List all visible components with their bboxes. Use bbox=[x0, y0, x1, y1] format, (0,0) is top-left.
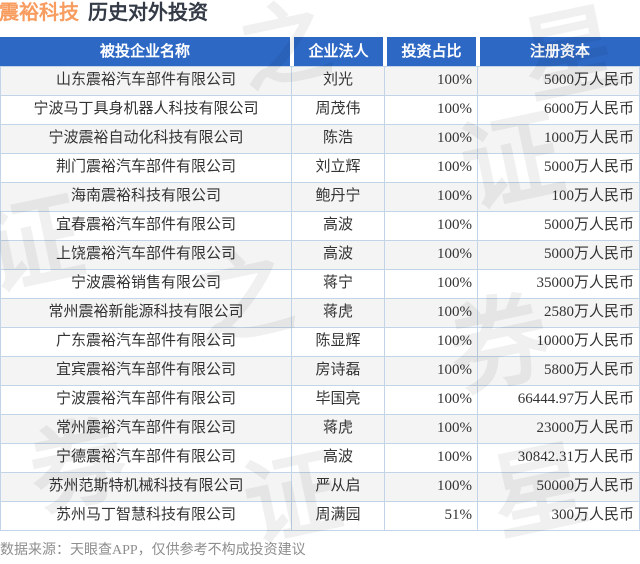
table-row: 宜宾震裕汽车部件有限公司 房诗磊 100% 5800万人民币 bbox=[1, 356, 639, 385]
ratio-cell: 100% bbox=[385, 357, 478, 385]
legal-person-cell: 蒋宁 bbox=[292, 270, 385, 298]
legal-person-cell: 周茂伟 bbox=[292, 96, 385, 124]
header-cell-company: 被投企业名称 bbox=[0, 37, 292, 66]
company-name-label: 震裕科技 bbox=[0, 2, 79, 24]
legal-person-cell: 蒋虎 bbox=[292, 299, 385, 327]
legal-person-cell: 蒋虎 bbox=[292, 415, 385, 443]
legal-person-cell: 刘光 bbox=[292, 67, 385, 95]
table-row: 宜春震裕汽车部件有限公司 高波 100% 5000万人民币 bbox=[1, 211, 639, 240]
company-name-cell: 苏州范斯特机械科技有限公司 bbox=[1, 473, 292, 501]
capital-cell: 2580万人民币 bbox=[543, 304, 634, 320]
company-name-cell: 宜宾震裕汽车部件有限公司 bbox=[1, 357, 292, 385]
legal-person-cell: 高波 bbox=[292, 444, 385, 472]
ratio-cell: 100% bbox=[385, 299, 478, 327]
legal-person-cell: 鲍丹宁 bbox=[292, 183, 385, 211]
legal-person-cell: 高波 bbox=[292, 241, 385, 269]
ratio-cell: 100% bbox=[385, 415, 478, 443]
company-name-cell: 山东震裕汽车部件有限公司 bbox=[1, 67, 292, 95]
legal-person-cell: 陈浩 bbox=[292, 125, 385, 153]
section-title-label: 历史对外投资 bbox=[88, 2, 208, 24]
ratio-cell: 51% bbox=[385, 502, 478, 530]
header-cell-legal-person: 企业法人 bbox=[292, 37, 385, 66]
capital-cell: 30842.31万人民币 bbox=[517, 449, 634, 465]
table-row: 宁波震裕自动化科技有限公司 陈浩 100% 1000万人民币 bbox=[1, 124, 639, 153]
company-name-cell: 宁波震裕自动化科技有限公司 bbox=[1, 125, 292, 153]
company-name-cell: 宜春震裕汽车部件有限公司 bbox=[1, 212, 292, 240]
table-body: 山东震裕汽车部件有限公司 刘光 100% 5000万人民币 宁波马丁具身机器人科… bbox=[0, 66, 640, 531]
capital-cell: 6000万人民币 bbox=[543, 101, 634, 117]
ratio-cell: 100% bbox=[385, 125, 478, 153]
ratio-cell: 100% bbox=[385, 386, 478, 414]
table-row: 荆门震裕汽车部件有限公司 刘立辉 100% 5000万人民币 bbox=[1, 153, 639, 182]
capital-cell: 5000万人民币 bbox=[543, 159, 634, 175]
company-name-cell: 海南震裕科技有限公司 bbox=[1, 183, 292, 211]
company-name-cell: 宁德震裕汽车部件有限公司 bbox=[1, 444, 292, 472]
header-cell-capital: 注册资本 bbox=[478, 37, 640, 66]
capital-cell: 1000万人民币 bbox=[543, 130, 634, 146]
table-row: 常州震裕新能源科技有限公司 蒋虎 100% 2580万人民币 bbox=[1, 298, 639, 327]
capital-cell: 5000万人民币 bbox=[543, 217, 634, 233]
capital-cell: 35000万人民币 bbox=[536, 275, 634, 291]
capital-cell: 23000万人民币 bbox=[536, 420, 634, 436]
capital-cell: 300万人民币 bbox=[551, 507, 634, 523]
legal-person-cell: 毕国亮 bbox=[292, 386, 385, 414]
company-name-cell: 宁波震裕销售有限公司 bbox=[1, 270, 292, 298]
ratio-cell: 100% bbox=[385, 67, 478, 95]
data-source-note: 数据来源：天眼查APP，仅供参考不构成投资建议 bbox=[0, 543, 306, 558]
table-row: 广东震裕汽车部件有限公司 陈显辉 100% 10000万人民币 bbox=[1, 327, 639, 356]
ratio-cell: 100% bbox=[385, 444, 478, 472]
capital-cell: 5800万人民币 bbox=[543, 362, 634, 378]
table-header-row: 被投企业名称 企业法人 投资占比 注册资本 bbox=[0, 37, 640, 66]
ratio-cell: 100% bbox=[385, 154, 478, 182]
table-row: 山东震裕汽车部件有限公司 刘光 100% 5000万人民币 bbox=[1, 66, 639, 95]
company-name-cell: 宁波震裕汽车部件有限公司 bbox=[1, 386, 292, 414]
company-name-cell: 广东震裕汽车部件有限公司 bbox=[1, 328, 292, 356]
ratio-cell: 100% bbox=[385, 241, 478, 269]
company-name-cell: 常州震裕汽车部件有限公司 bbox=[1, 415, 292, 443]
table-row: 海南震裕科技有限公司 鲍丹宁 100% 100万人民币 bbox=[1, 182, 639, 211]
table-row: 苏州范斯特机械科技有限公司 严从启 100% 50000万人民币 bbox=[1, 472, 639, 501]
table-row: 宁德震裕汽车部件有限公司 高波 100% 30842.31万人民币 bbox=[1, 443, 639, 472]
ratio-cell: 100% bbox=[385, 96, 478, 124]
ratio-cell: 100% bbox=[385, 473, 478, 501]
company-name-cell: 荆门震裕汽车部件有限公司 bbox=[1, 154, 292, 182]
capital-cell: 100万人民币 bbox=[551, 188, 634, 204]
table-row: 苏州马丁智慧科技有限公司 周满园 51% 300万人民币 bbox=[1, 501, 639, 530]
legal-person-cell: 刘立辉 bbox=[292, 154, 385, 182]
table-row: 宁波马丁具身机器人科技有限公司 周茂伟 100% 6000万人民币 bbox=[1, 95, 639, 124]
company-name-cell: 苏州马丁智慧科技有限公司 bbox=[1, 502, 292, 530]
company-name-cell: 常州震裕新能源科技有限公司 bbox=[1, 299, 292, 327]
capital-cell: 10000万人民币 bbox=[536, 333, 634, 349]
capital-cell: 5000万人民币 bbox=[543, 246, 634, 262]
table-row: 上饶震裕汽车部件有限公司 高波 100% 5000万人民币 bbox=[1, 240, 639, 269]
company-name-cell: 上饶震裕汽车部件有限公司 bbox=[1, 241, 292, 269]
ratio-cell: 100% bbox=[385, 270, 478, 298]
legal-person-cell: 陈显辉 bbox=[292, 328, 385, 356]
capital-cell: 50000万人民币 bbox=[536, 478, 634, 494]
legal-person-cell: 房诗磊 bbox=[292, 357, 385, 385]
capital-cell: 5000万人民币 bbox=[543, 72, 634, 88]
investment-table: 被投企业名称 企业法人 投资占比 注册资本 山东震裕汽车部件有限公司 刘光 10… bbox=[0, 37, 640, 531]
legal-person-cell: 严从启 bbox=[292, 473, 385, 501]
company-name-cell: 宁波马丁具身机器人科技有限公司 bbox=[1, 96, 292, 124]
table-row: 宁波震裕汽车部件有限公司 毕国亮 100% 66444.97万人民币 bbox=[1, 385, 639, 414]
ratio-cell: 100% bbox=[385, 183, 478, 211]
ratio-cell: 100% bbox=[385, 212, 478, 240]
header-cell-ratio: 投资占比 bbox=[385, 37, 478, 66]
page-title: 震裕科技 历史对外投资 bbox=[0, 0, 208, 27]
legal-person-cell: 周满园 bbox=[292, 502, 385, 530]
legal-person-cell: 高波 bbox=[292, 212, 385, 240]
table-row: 常州震裕汽车部件有限公司 蒋虎 100% 23000万人民币 bbox=[1, 414, 639, 443]
table-row: 宁波震裕销售有限公司 蒋宁 100% 35000万人民币 bbox=[1, 269, 639, 298]
ratio-cell: 100% bbox=[385, 328, 478, 356]
capital-cell: 66444.97万人民币 bbox=[517, 391, 634, 407]
